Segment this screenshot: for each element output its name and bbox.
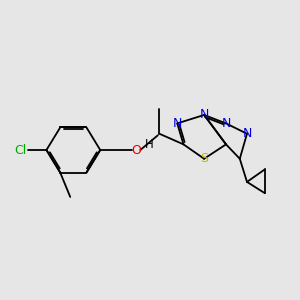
Text: N: N — [200, 109, 209, 122]
Text: N: N — [221, 117, 231, 130]
Text: O: O — [131, 143, 141, 157]
Text: N: N — [172, 117, 182, 130]
Text: H: H — [145, 138, 153, 151]
Text: Cl: Cl — [15, 143, 27, 157]
Text: S: S — [200, 152, 208, 165]
Text: N: N — [242, 127, 252, 140]
